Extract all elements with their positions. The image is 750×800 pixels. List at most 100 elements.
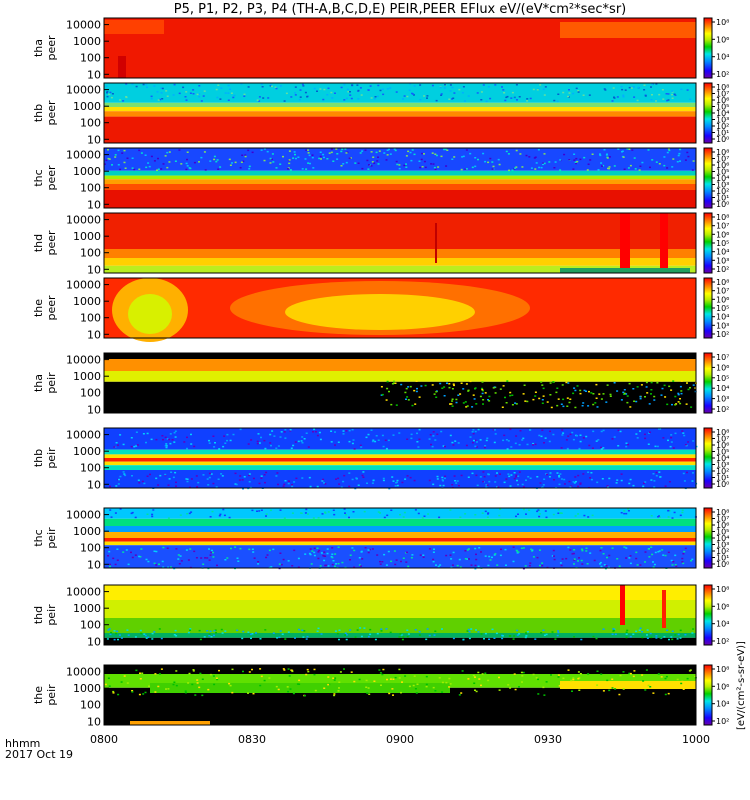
colorbar <box>703 507 713 569</box>
colorbar <box>703 147 713 209</box>
panel-heatmap <box>104 278 696 342</box>
colorbar-tick-label: 10⁴ <box>716 534 729 543</box>
y-tick-label: 10000 <box>66 666 101 679</box>
colorbar-tick-label: 10⁶ <box>716 602 729 611</box>
colorbar-tick-label: 10⁶ <box>716 96 729 105</box>
colorbar-tick-label: 10⁵ <box>716 168 729 177</box>
colorbar-tick-label: 10⁴ <box>716 620 729 629</box>
panel-probe-label: tha <box>32 374 45 392</box>
panel-type-label: peer <box>45 295 58 321</box>
colorbar-tick-label: 10² <box>716 187 729 196</box>
y-tick-label: 10 <box>87 133 101 146</box>
colorbar-tick-label: 10⁷ <box>716 155 729 164</box>
panel-frame <box>103 584 697 646</box>
colorbar-tick-label: 10⁵ <box>716 448 729 457</box>
panel-type-label: peer <box>45 35 58 61</box>
y-tick-label: 10000 <box>66 429 101 442</box>
colorbar-tick-label: 10⁵ <box>716 103 729 112</box>
y-tick-label: 10 <box>87 715 101 728</box>
colorbar-tick-label: 10⁸ <box>716 278 729 287</box>
colorbar-tick-label: 10⁶ <box>716 682 729 691</box>
colorbar-tick-label: 10⁰ <box>716 135 729 144</box>
y-tick-label: 1000 <box>73 35 101 48</box>
colorbar-tick-label: 10² <box>716 405 729 414</box>
y-tick-label: 10000 <box>66 509 101 522</box>
x-tick-label: 0800 <box>90 733 118 746</box>
colorbar <box>703 277 713 339</box>
y-tick-label: 1000 <box>73 230 101 243</box>
y-tick-label: 100 <box>80 619 101 632</box>
colorbar <box>703 352 713 414</box>
colorbar <box>703 17 713 79</box>
panel-heatmap <box>104 585 696 645</box>
colorbar-tick-label: 10² <box>716 70 729 79</box>
colorbar-tick-label: 10⁴ <box>716 454 729 463</box>
colorbar-tick-label: 10⁴ <box>716 384 729 393</box>
panel-probe-label: thb <box>32 104 45 122</box>
colorbar-tick-label: 10⁸ <box>716 585 729 594</box>
panel-probe-label: the <box>32 299 45 317</box>
x-tick-label: 0830 <box>238 733 266 746</box>
panel-frame <box>103 212 697 274</box>
colorbar <box>703 82 713 144</box>
panel-probe-label: thc <box>32 529 45 546</box>
y-tick-label: 10000 <box>66 354 101 367</box>
spectrogram-panel-9: 10 100 1000 10000 thd peir 10² 10⁴ 10⁶ 10⁸ <box>32 584 729 648</box>
colorbar-tick-label: 10⁷ <box>716 515 729 524</box>
panel-type-label: peir <box>45 372 58 394</box>
colorbar-tick-label: 10⁶ <box>716 295 729 304</box>
colorbar-tick-label: 10⁰ <box>716 200 729 209</box>
panel-type-label: peer <box>45 100 58 126</box>
y-tick-label: 1000 <box>73 682 101 695</box>
colorbar-tick-label: 10³ <box>716 256 729 265</box>
y-tick-label: 10 <box>87 263 101 276</box>
x-tick-label: 1000 <box>682 733 710 746</box>
colorbar-tick-label: 10² <box>716 637 729 646</box>
colorbar-tick-label: 10⁸ <box>716 83 729 92</box>
panel-heatmap <box>104 18 696 78</box>
y-tick-label: 10000 <box>66 84 101 97</box>
colorbar-tick-label: 10² <box>716 330 729 339</box>
colorbar-tick-label: 10⁰ <box>716 560 729 569</box>
colorbar-tick-label: 10⁸ <box>716 508 729 517</box>
panel-heatmap <box>104 83 696 143</box>
colorbar-tick-label: 10² <box>716 122 729 131</box>
colorbar-tick-label: 10⁸ <box>716 18 729 27</box>
colorbar-tick-label: 10³ <box>716 116 729 125</box>
colorbar-tick-label: 10⁶ <box>716 441 729 450</box>
x-tick-label: 0900 <box>386 733 414 746</box>
chart-title: P5, P1, P2, P3, P4 (TH-A,B,C,D,E) PEIR,P… <box>173 2 627 17</box>
panel-frame <box>103 17 697 79</box>
colorbar-tick-label: 10⁶ <box>716 521 729 530</box>
y-tick-label: 10 <box>87 403 101 416</box>
y-tick-label: 1000 <box>73 100 101 113</box>
colorbar <box>703 427 713 489</box>
colorbar-tick-label: 10⁷ <box>716 435 729 444</box>
y-tick-label: 10000 <box>66 279 101 292</box>
colorbar-tick-label: 10³ <box>716 395 729 404</box>
y-tick-label: 10 <box>87 198 101 211</box>
colorbar <box>703 664 713 726</box>
panel-type-label: peir <box>45 604 58 626</box>
colorbar-tick-label: 10⁴ <box>716 248 729 257</box>
colorbar-tick-label: 10⁵ <box>716 239 729 248</box>
colorbar-tick-label: 10⁷ <box>716 222 729 231</box>
panel-probe-label: thc <box>32 169 45 186</box>
panel-heatmap <box>104 428 698 490</box>
panel-frame <box>103 352 697 414</box>
y-tick-label: 10000 <box>66 19 101 32</box>
spectrogram-panel-1: 10 100 1000 10000 tha peer 10² 10⁴ 10⁶ 10⁸ <box>32 17 729 81</box>
panel-frame <box>103 507 697 569</box>
panel-heatmap <box>104 148 696 208</box>
y-tick-label: 100 <box>80 117 101 130</box>
panel-type-label: peir <box>45 527 58 549</box>
colorbar-tick-label: 10⁷ <box>716 287 729 296</box>
colorbar-tick-label: 10⁴ <box>716 109 729 118</box>
panel-heatmap <box>104 213 696 273</box>
y-tick-label: 100 <box>80 699 101 712</box>
colorbar-unit-label: [eV/(cm²-s-sr-eV)] <box>736 641 747 730</box>
y-tick-label: 10000 <box>66 214 101 227</box>
y-tick-label: 1000 <box>73 445 101 458</box>
